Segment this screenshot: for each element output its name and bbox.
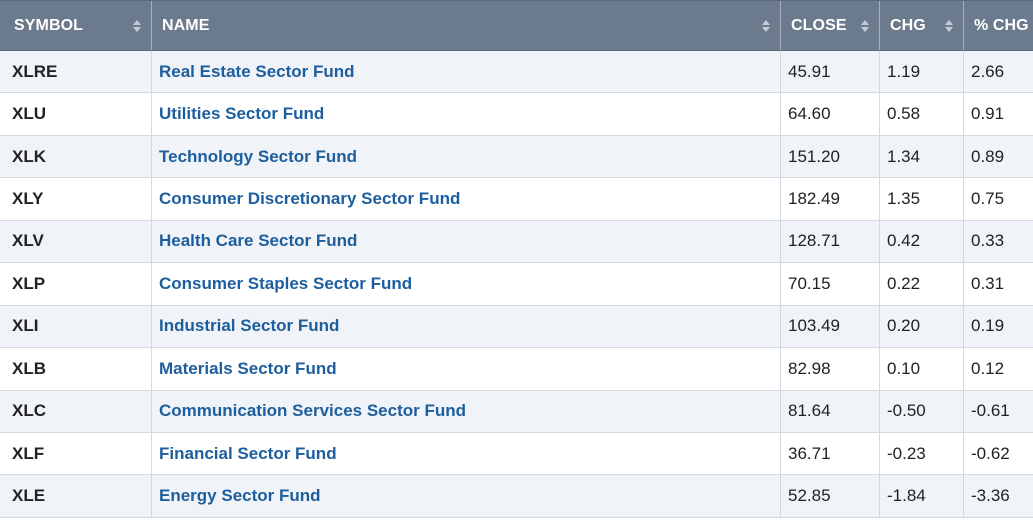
column-header-name-label: NAME [162, 16, 210, 34]
close-cell: 36.71 [781, 432, 880, 475]
pct-chg-cell: -3.36 [971, 486, 1010, 506]
chg-cell: 0.10 [880, 348, 964, 390]
fund-name-link[interactable]: Utilities Sector Fund [159, 104, 325, 124]
table-row: XLI Industrial Sector Fund 103.49 0.20 0.19 [0, 305, 1033, 349]
close-cell: 52.85 [781, 475, 880, 517]
symbol-cell: XLK [0, 135, 152, 178]
chg-cell: -1.84 [880, 475, 964, 517]
fund-name-link[interactable]: Technology Sector Fund [159, 146, 358, 166]
table-body: XLRE Real Estate Sector Fund 45.91 1.19 2.66… [0, 51, 1033, 518]
column-header-name[interactable]: NAME [152, 1, 781, 50]
name-cell: Financial Sector Fund [152, 432, 781, 475]
table-row: XLV Health Care Sector Fund 128.71 0.42 0.33 [0, 220, 1033, 264]
symbol-cell: XLV [0, 220, 152, 263]
name-cell: Consumer Discretionary Sector Fund [152, 178, 781, 220]
chg-cell: 0.22 [880, 263, 964, 305]
pct-chg-cell: 2.66 [971, 61, 1005, 81]
name-cell: Health Care Sector Fund [152, 220, 781, 263]
column-header-close-label: CLOSE [791, 16, 847, 34]
close-cell: 70.15 [781, 263, 880, 305]
pct-chg-cell: -0.61 [971, 401, 1010, 421]
symbol-cell: XLE [0, 475, 152, 517]
chg-cell: 0.20 [880, 305, 964, 348]
name-cell: Consumer Staples Sector Fund [152, 263, 781, 305]
symbol-cell: XLP [0, 263, 152, 305]
pct-chg-cell: 0.31 [971, 273, 1005, 293]
name-cell: Utilities Sector Fund [152, 93, 781, 135]
close-cell: 82.98 [781, 348, 880, 390]
symbol-cell: XLI [0, 305, 152, 348]
pct-chg-cell: 0.12 [971, 358, 1005, 378]
name-cell: Communication Services Sector Fund [152, 390, 781, 432]
table-row: XLP Consumer Staples Sector Fund 70.15 0.22… [0, 263, 1033, 306]
chg-cell: -0.50 [880, 390, 964, 432]
table-row: XLB Materials Sector Fund 82.98 0.10 0.12 [0, 348, 1033, 391]
name-cell: Materials Sector Fund [152, 348, 781, 390]
name-cell: Energy Sector Fund [152, 475, 781, 517]
pct-chg-cell: 0.89 [971, 146, 1005, 166]
table-row: XLF Financial Sector Fund 36.71 -0.23 -0.62 [0, 432, 1033, 476]
symbol-cell: XLY [0, 178, 152, 220]
pct-chg-cell: 0.91 [971, 104, 1005, 124]
symbol-cell: XLU [0, 93, 152, 135]
close-cell: 103.49 [781, 305, 880, 348]
symbol-cell: XLF [0, 432, 152, 475]
fund-name-link[interactable]: Consumer Staples Sector Fund [159, 273, 413, 293]
pct-chg-cell: 0.33 [971, 231, 1005, 251]
chg-cell: 1.19 [880, 51, 964, 93]
name-cell: Technology Sector Fund [152, 135, 781, 178]
chg-cell: 0.42 [880, 220, 964, 263]
column-header-pct-chg-label: % CHG [974, 16, 1029, 34]
fund-name-link[interactable]: Financial Sector Fund [159, 443, 337, 463]
sort-updown-icon[interactable] [132, 19, 142, 33]
close-cell: 128.71 [781, 220, 880, 263]
table-header: SYMBOL NAME CLOSE CHG [0, 0, 1033, 51]
chg-cell: 1.35 [880, 178, 964, 220]
symbol-cell: XLB [0, 348, 152, 390]
chg-cell: 0.58 [880, 93, 964, 135]
table-row: XLE Energy Sector Fund 52.85 -1.84 -3.36 [0, 475, 1033, 518]
fund-name-link[interactable]: Real Estate Sector Fund [159, 61, 355, 81]
column-header-pct-chg[interactable]: % CHG [964, 1, 1033, 50]
column-header-chg-label: CHG [890, 16, 926, 34]
close-cell: 45.91 [781, 51, 880, 93]
pct-chg-cell: 0.19 [971, 316, 1005, 336]
table-row: XLK Technology Sector Fund 151.20 1.34 0.89 [0, 135, 1033, 179]
fund-name-link[interactable]: Materials Sector Fund [159, 358, 337, 378]
pct-chg-cell: 0.75 [971, 189, 1005, 209]
pct-chg-cell: -0.62 [971, 443, 1010, 463]
name-cell: Real Estate Sector Fund [152, 51, 781, 93]
table-row: XLY Consumer Discretionary Sector Fund 182… [0, 178, 1033, 221]
sort-updown-icon[interactable] [761, 19, 771, 33]
table-row: XLU Utilities Sector Fund 64.60 0.58 0.91 [0, 93, 1033, 136]
sort-updown-icon[interactable] [944, 19, 954, 33]
sort-updown-icon[interactable] [860, 19, 870, 33]
fund-name-link[interactable]: Industrial Sector Fund [159, 316, 340, 336]
fund-name-link[interactable]: Health Care Sector Fund [159, 231, 358, 251]
close-cell: 64.60 [781, 93, 880, 135]
chg-cell: -0.23 [880, 432, 964, 475]
column-header-chg[interactable]: CHG [880, 1, 964, 50]
table-row: XLC Communication Services Sector Fund 81.… [0, 390, 1033, 433]
fund-name-link[interactable]: Energy Sector Fund [159, 486, 321, 506]
fund-name-link[interactable]: Consumer Discretionary Sector Fund [159, 189, 461, 209]
close-cell: 151.20 [781, 135, 880, 178]
fund-name-link[interactable]: Communication Services Sector Fund [159, 401, 467, 421]
column-header-symbol-label: SYMBOL [14, 16, 84, 34]
table-row: XLRE Real Estate Sector Fund 45.91 1.19 2.66 [0, 51, 1033, 94]
symbol-cell: XLRE [0, 51, 152, 93]
name-cell: Industrial Sector Fund [152, 305, 781, 348]
close-cell: 81.64 [781, 390, 880, 432]
column-header-symbol[interactable]: SYMBOL [0, 1, 152, 50]
column-header-close[interactable]: CLOSE [781, 1, 880, 50]
symbol-cell: XLC [0, 390, 152, 432]
chg-cell: 1.34 [880, 135, 964, 178]
close-cell: 182.49 [781, 178, 880, 220]
